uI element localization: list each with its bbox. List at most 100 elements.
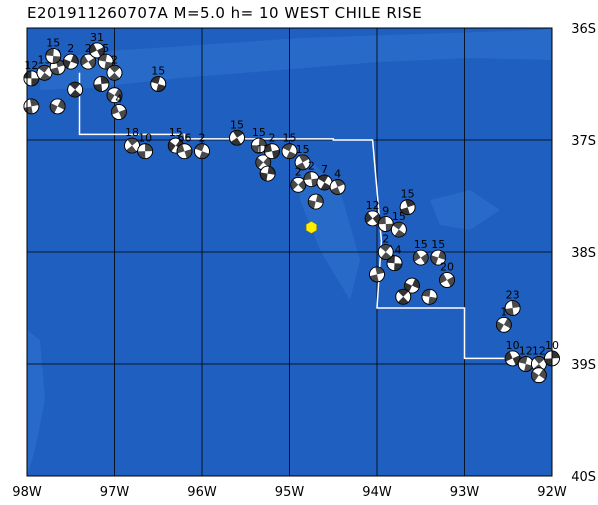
longitude-tick-label: 93W xyxy=(450,485,480,500)
mechanism-depth-label: 2 xyxy=(295,165,302,178)
longitude-tick-label: 98W xyxy=(12,485,42,500)
focal-mechanism: 10 xyxy=(137,132,154,160)
longitude-tick-label: 97W xyxy=(100,485,130,500)
focal-mechanism: 31 xyxy=(89,31,105,59)
focal-mechanism: 20 xyxy=(439,261,455,288)
focal-mechanism: 15 xyxy=(399,188,416,216)
mechanism-depth-label: 15 xyxy=(230,118,244,131)
focal-mechanism xyxy=(93,76,110,92)
mechanism-depth-label: 2 xyxy=(269,132,276,145)
focal-mechanism: 12 xyxy=(23,59,40,87)
latitude-tick-label: 39S xyxy=(571,358,596,373)
mechanism-depth-label: 15 xyxy=(169,126,183,139)
focal-mechanism xyxy=(307,193,324,210)
focal-mechanism: 2 xyxy=(264,132,280,160)
focal-mechanism: 2 xyxy=(106,53,123,81)
epicenter-marker xyxy=(305,221,317,234)
focal-mechanism: 15 xyxy=(390,210,407,238)
mechanism-depth-label: 15 xyxy=(46,37,60,50)
longitude-tick-label: 92W xyxy=(537,485,567,500)
longitude-labels: 98W 97W 96W 95W 94W 93W 92W xyxy=(12,485,567,500)
shallow-patch xyxy=(300,150,360,300)
focal-mechanism xyxy=(67,81,84,98)
focal-mechanism: 15 xyxy=(412,238,429,266)
mechanism-depth-label: 7 xyxy=(321,163,328,176)
focal-mechanism: 15 xyxy=(36,53,53,81)
focal-mechanism xyxy=(421,288,438,305)
mechanism-depth-label: 15 xyxy=(392,210,406,223)
latitude-tick-label: 40S xyxy=(571,470,596,485)
focal-mechanism: 15 xyxy=(294,143,311,171)
focal-mechanism: 2 xyxy=(62,42,79,70)
focal-mechanism: 15 xyxy=(150,65,167,92)
focal-mechanism xyxy=(530,367,547,384)
map-title: E201911260707A M=5.0 h= 10 WEST CHILE RI… xyxy=(27,4,423,22)
longitude-tick-label: 96W xyxy=(187,485,217,500)
focal-mechanism: 2 xyxy=(377,233,394,260)
focal-mechanism: 2 xyxy=(194,132,210,160)
focal-mechanism xyxy=(369,266,385,283)
mechanism-depth-label: 2 xyxy=(111,53,118,66)
focal-mechanism: 2 xyxy=(80,42,97,70)
mechanism-depth-label: 15 xyxy=(283,132,297,145)
focal-mechanism: 7 xyxy=(316,163,333,191)
mechanism-depth-label: 15 xyxy=(296,143,310,156)
mechanism-depth-label: 15 xyxy=(414,238,428,251)
focal-mechanism xyxy=(106,87,123,104)
mechanism-depth-label: 2 xyxy=(382,233,389,246)
mechanism-depth-label: 5 xyxy=(102,42,109,55)
focal-mechanism: 15 xyxy=(250,126,267,154)
focal-mechanism xyxy=(49,98,66,115)
shallow-patch xyxy=(430,190,500,230)
mechanism-depth-label: 12 xyxy=(366,199,380,212)
longitude-tick-label: 95W xyxy=(275,485,305,500)
focal-mechanism: 2 xyxy=(290,165,307,193)
mechanism-depth-label: 2 xyxy=(85,42,92,55)
mechanism-depth-label: 18 xyxy=(125,126,139,139)
latitude-labels: 36S 37S 38S 39S 40S xyxy=(571,22,596,485)
focal-mechanism: 23 xyxy=(504,289,521,316)
mechanism-depth-label: 23 xyxy=(506,289,520,302)
focal-mechanism: 9 xyxy=(377,205,394,232)
ocean-shallow-patches xyxy=(27,28,552,476)
mechanism-depth-label: 2 xyxy=(67,42,74,55)
focal-mechanism: 4 xyxy=(110,93,127,120)
mechanism-depth-label: 66 xyxy=(178,132,192,145)
mechanism-depth-label: 15 xyxy=(431,238,445,251)
mechanism-depth-label: 12 xyxy=(24,59,38,72)
mechanism-depth-label: 15 xyxy=(252,126,266,139)
mechanism-depth-label: 15 xyxy=(401,188,415,201)
latitude-tick-label: 38S xyxy=(571,246,596,261)
mechanism-depth-label: 9 xyxy=(382,205,389,218)
longitude-tick-label: 94W xyxy=(362,485,392,500)
mechanism-depth-label: 2 xyxy=(308,160,315,173)
shallow-patch xyxy=(27,330,45,476)
mechanism-depth-label: 20 xyxy=(440,261,454,274)
mechanism-depth-label: 15 xyxy=(151,65,165,78)
focal-mechanism: 2 xyxy=(303,160,320,188)
mechanism-depth-label: 4 xyxy=(334,168,341,181)
focal-mechanism: 4 xyxy=(329,168,346,195)
mechanism-depth-label: 12 xyxy=(532,345,546,358)
mechanism-depth-label: 10 xyxy=(138,132,152,145)
focal-mechanism: 18 xyxy=(124,126,140,154)
plate-boundary-line xyxy=(78,72,517,360)
focal-mechanism xyxy=(23,98,40,115)
mechanism-depth-label: 4 xyxy=(115,93,122,106)
mechanism-depth-label: 12 xyxy=(519,345,533,358)
focal-mechanism: 1 xyxy=(495,305,512,333)
focal-mechanism: 15 xyxy=(229,118,245,146)
shallow-patch xyxy=(40,28,552,90)
mechanism-depth-label: 10 xyxy=(506,339,520,352)
focal-mechanism xyxy=(395,288,412,305)
focal-mechanism: 5 xyxy=(97,42,114,70)
mechanism-depth-label: 2 xyxy=(199,132,206,145)
focal-mechanism: 66 xyxy=(176,132,193,160)
focal-mechanisms: 1215822153152415181015662151515215152274… xyxy=(23,31,560,384)
focal-mechanism: 15 xyxy=(45,37,62,64)
mechanism-depth-label: 1 xyxy=(500,305,507,318)
mechanism-depth-label: 31 xyxy=(90,31,104,44)
focal-mechanism: 15 xyxy=(281,132,298,160)
map-frame xyxy=(26,27,553,477)
